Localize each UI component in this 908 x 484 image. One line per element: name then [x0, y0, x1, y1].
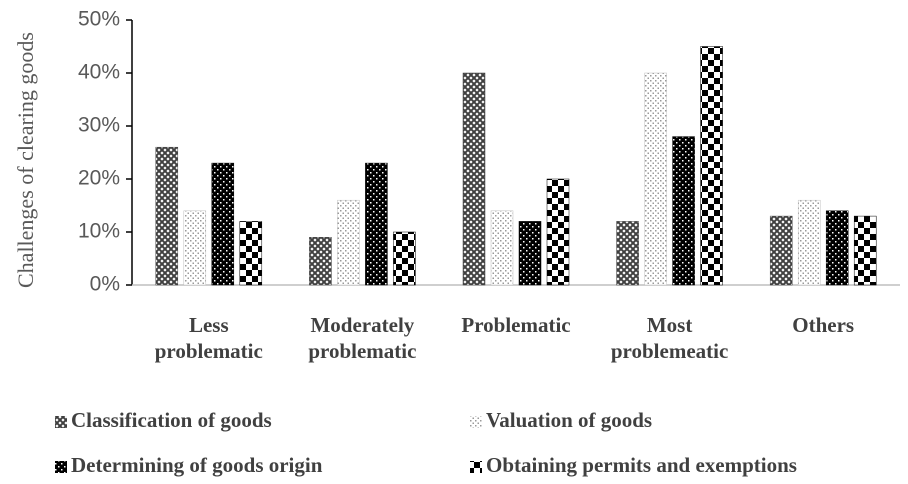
bar: [853, 215, 877, 286]
bar: [797, 199, 821, 286]
bar: [239, 221, 263, 286]
bar: [462, 72, 486, 286]
y-axis-title: Challenges of clearing goods: [13, 32, 38, 288]
bar: [393, 231, 416, 286]
bar: [183, 210, 207, 286]
y-tick-label: 40%: [78, 61, 120, 84]
bar: [769, 215, 793, 286]
legend-label: Classification of goods: [71, 408, 272, 432]
legend-label: Determining of goods origin: [71, 453, 323, 477]
bar: [309, 237, 332, 286]
x-tick-label: Problematic: [461, 313, 571, 337]
legend-label: Obtaining permits and exemptions: [486, 453, 797, 477]
bar: [700, 46, 723, 286]
bar: [365, 162, 388, 286]
bar: [155, 146, 179, 286]
bar: [211, 162, 235, 286]
bar: [490, 210, 514, 286]
bar: [825, 210, 849, 286]
legend-label: Valuation of goods: [486, 408, 652, 432]
x-tick-label: Most problemeatic: [610, 313, 729, 363]
legend-swatch: [470, 416, 482, 428]
y-tick-label: 50%: [78, 8, 120, 31]
bar: [337, 199, 360, 286]
x-tick-label: Moderately problematic: [308, 313, 417, 363]
bar: [518, 221, 542, 286]
bar: [546, 178, 570, 286]
y-tick-label: 30%: [78, 114, 120, 137]
y-tick-label: 20%: [78, 167, 120, 190]
bar: [616, 221, 639, 286]
x-tick-label: Others: [792, 313, 855, 337]
x-tick-label: Less problematic: [154, 313, 263, 363]
y-tick-label: 0%: [90, 273, 120, 296]
legend-swatch: [55, 416, 67, 428]
bar: [644, 72, 667, 286]
legend-swatch: [55, 461, 67, 473]
y-tick-label: 10%: [78, 220, 120, 243]
bar: [672, 136, 695, 286]
legend-swatch: [470, 461, 482, 473]
